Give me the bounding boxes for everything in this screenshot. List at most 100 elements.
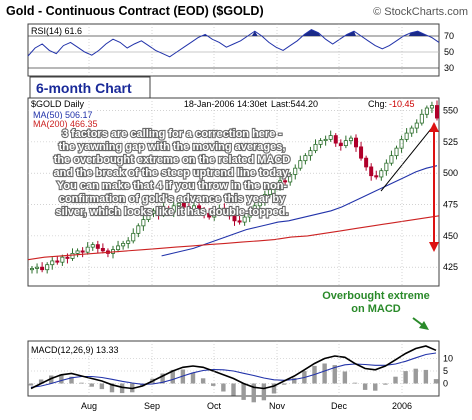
macd-callout-line: Overbought extreme bbox=[322, 290, 430, 302]
candle-body bbox=[35, 266, 40, 269]
x-axis-label: Aug bbox=[81, 401, 97, 411]
macd-histogram-bar bbox=[322, 363, 327, 384]
macd-histogram-bar bbox=[342, 371, 348, 384]
candle-body bbox=[323, 138, 328, 142]
candle-body bbox=[70, 253, 75, 259]
macd-histogram-bar bbox=[59, 374, 64, 384]
six-month-chart-title: 6-month Chart bbox=[36, 80, 132, 96]
symbol-label: $GOLD Daily bbox=[31, 99, 85, 109]
candle-body bbox=[333, 135, 338, 144]
candle-body bbox=[359, 146, 364, 159]
candle-body bbox=[136, 225, 141, 234]
candle-body bbox=[379, 170, 384, 178]
candle-body bbox=[116, 245, 121, 251]
price-tick-label: 550 bbox=[443, 106, 458, 116]
candle-body bbox=[308, 150, 313, 157]
macd-histogram-bar bbox=[160, 373, 165, 384]
annotation-line: 3 factors are calling for a correction h… bbox=[62, 128, 282, 140]
candle-body bbox=[257, 200, 262, 207]
candle-body bbox=[80, 250, 85, 253]
macd-histogram-bar bbox=[423, 369, 429, 384]
candle-body bbox=[29, 268, 34, 271]
x-axis-label: Sep bbox=[144, 401, 160, 411]
rsi-tick-70: 70 bbox=[444, 31, 454, 41]
macd-histogram-bar bbox=[231, 383, 236, 396]
macd-histogram-bar bbox=[373, 383, 378, 391]
macd-histogram-bar bbox=[332, 365, 337, 384]
rsi-overbought-fill bbox=[302, 29, 321, 36]
macd-tick-label: 5 bbox=[443, 366, 448, 376]
macd-histogram-bar bbox=[241, 383, 246, 400]
candle-body bbox=[414, 122, 419, 129]
price-tick-label: 425 bbox=[443, 262, 458, 272]
macd-histogram-bar bbox=[79, 382, 84, 384]
macd-histogram-bar bbox=[49, 375, 54, 384]
signal-line bbox=[30, 352, 437, 388]
last-label: Last:544.20 bbox=[271, 99, 318, 109]
candle-body bbox=[121, 242, 126, 247]
ma50-legend-bg bbox=[31, 110, 95, 119]
candle-body bbox=[237, 220, 242, 223]
candle-body bbox=[318, 140, 323, 145]
annotation-line: the overbought extreme on the related MA… bbox=[54, 154, 291, 166]
macd-histogram-bar bbox=[413, 368, 418, 384]
candle-body bbox=[338, 142, 343, 147]
macd-histogram-bar bbox=[393, 376, 398, 384]
annotation-line: the yawning gap with the moving averages… bbox=[59, 141, 286, 153]
annotation-text-block: 3 factors are calling for a correction h… bbox=[52, 127, 291, 219]
candle-body bbox=[166, 207, 171, 213]
candle-body bbox=[404, 132, 409, 140]
macd-histogram-bar bbox=[383, 383, 388, 385]
candle-body bbox=[60, 256, 65, 263]
candle-body bbox=[131, 232, 136, 242]
candle-body bbox=[409, 127, 414, 134]
candle-body bbox=[252, 205, 257, 212]
macd-histogram-bar bbox=[211, 383, 216, 386]
candle-body bbox=[141, 219, 146, 227]
candle-body bbox=[126, 240, 131, 244]
candle-body bbox=[191, 205, 196, 210]
macd-label: MACD(12,26,9) 13.33 bbox=[31, 345, 119, 355]
candle-body bbox=[232, 215, 237, 222]
macd-histogram-bar bbox=[271, 383, 277, 394]
candle-body bbox=[384, 162, 389, 172]
macd-histogram-bar bbox=[362, 383, 368, 390]
candle-body bbox=[313, 143, 318, 152]
callout-arrow-head bbox=[419, 321, 429, 330]
x-axis: Aug Sep Oct Nov Dec 2006 bbox=[81, 24, 412, 411]
candle-body bbox=[262, 194, 267, 202]
annotation-line: confirmation of gold's advance this year… bbox=[59, 193, 286, 205]
candle-body bbox=[394, 147, 399, 157]
rsi-tick-50: 50 bbox=[444, 47, 454, 57]
rsi-frame bbox=[27, 23, 440, 77]
candle-body bbox=[343, 140, 348, 147]
ma200-legend-bg bbox=[31, 119, 95, 128]
ma200-line bbox=[27, 215, 440, 261]
candle-body bbox=[429, 105, 434, 109]
gap-double-arrow bbox=[429, 122, 439, 252]
candle-body bbox=[267, 189, 272, 195]
candle-body bbox=[171, 205, 176, 213]
candle-body bbox=[50, 260, 55, 266]
candle-body bbox=[197, 205, 202, 212]
candle-body bbox=[399, 138, 404, 149]
rsi-line bbox=[27, 29, 440, 58]
candle-body bbox=[283, 180, 288, 183]
macd-histogram-bar bbox=[140, 383, 145, 387]
candle-body bbox=[298, 160, 303, 169]
macd-histogram-bar bbox=[170, 369, 175, 384]
macd-histogram-bar bbox=[109, 383, 115, 393]
candle-body bbox=[278, 180, 283, 187]
macd-histogram-bar bbox=[281, 383, 287, 385]
candle-body bbox=[45, 264, 50, 271]
candle-body bbox=[156, 210, 161, 215]
candle-body bbox=[272, 185, 277, 190]
macd-histogram-bar bbox=[190, 372, 196, 384]
candle-body bbox=[242, 216, 247, 223]
candle-body bbox=[419, 113, 424, 124]
price-tick-label: 525 bbox=[443, 137, 458, 147]
rsi-tick-30: 30 bbox=[444, 63, 454, 73]
rsi-panel: RSI(14) 61.6 70 50 30 bbox=[27, 23, 454, 77]
